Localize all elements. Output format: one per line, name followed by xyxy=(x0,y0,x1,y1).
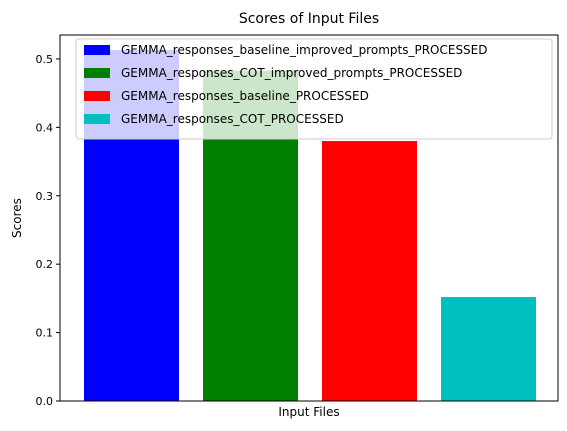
legend-box xyxy=(75,38,553,140)
chart-title: Scores of Input Files xyxy=(239,11,379,27)
legend-label: GEMMA_responses_baseline_PROCESSED xyxy=(121,89,369,103)
y-tick-label: 0.1 xyxy=(36,327,54,340)
legend-label: GEMMA_responses_COT_improved_prompts_PRO… xyxy=(121,66,462,80)
legend-swatch xyxy=(84,68,110,78)
legend-label: GEMMA_responses_COT_PROCESSED xyxy=(121,112,344,126)
y-tick-label: 0.5 xyxy=(36,53,54,66)
bar-3 xyxy=(322,141,417,401)
y-axis-label: Scores xyxy=(10,198,24,238)
y-tick-label: 0.0 xyxy=(36,395,54,408)
y-tick-label: 0.4 xyxy=(36,121,54,134)
legend-swatch xyxy=(84,114,110,124)
x-axis-label: Input Files xyxy=(278,405,339,419)
legend: GEMMA_responses_baseline_improved_prompt… xyxy=(75,38,553,140)
y-tick-label: 0.2 xyxy=(36,258,54,271)
bar-4 xyxy=(441,297,536,401)
legend-swatch xyxy=(84,91,110,101)
legend-label: GEMMA_responses_baseline_improved_prompt… xyxy=(121,43,488,57)
y-ticks: 0.0 0.1 0.2 0.3 0.4 0.5 xyxy=(36,53,60,408)
axes-layer xyxy=(59,34,559,402)
y-tick-label: 0.3 xyxy=(36,190,54,203)
axes-frame xyxy=(59,34,559,402)
legend-swatch xyxy=(84,45,110,55)
